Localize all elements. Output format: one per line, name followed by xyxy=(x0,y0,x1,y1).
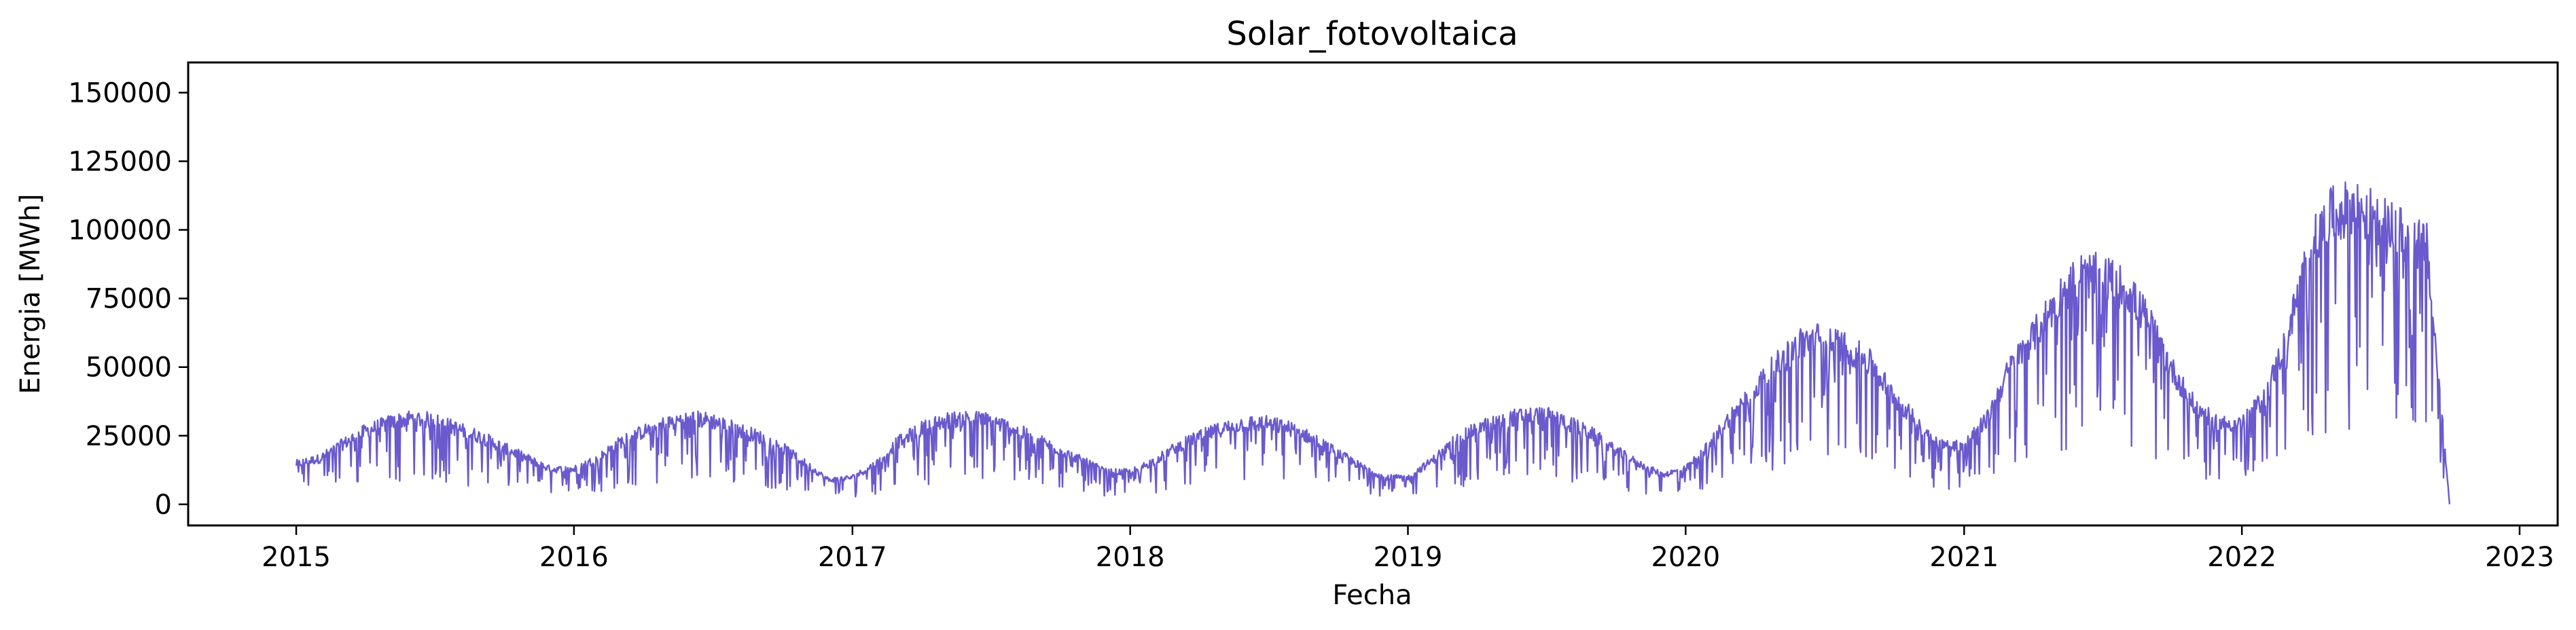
y-axis-ticks: 0 25000 50000 75000 100000 125000 150000 xyxy=(68,77,188,521)
x-tick-label: 2018 xyxy=(1096,542,1165,573)
x-axis-label: Fecha xyxy=(1332,580,1412,611)
x-tick-label: 2021 xyxy=(1929,542,1999,573)
y-tick-label: 25000 xyxy=(86,421,172,452)
x-tick-label: 2017 xyxy=(818,542,887,573)
plot-area xyxy=(187,61,2559,527)
x-tick-label: 2022 xyxy=(2207,542,2276,573)
y-tick-label: 125000 xyxy=(68,147,172,178)
series-line xyxy=(295,181,2451,505)
y-tick-label: 150000 xyxy=(68,77,172,109)
y-tick-label: 75000 xyxy=(86,284,172,315)
y-tick-label: 50000 xyxy=(86,352,172,384)
y-tick-label: 100000 xyxy=(68,215,172,246)
y-tick-label: 0 xyxy=(155,489,172,521)
x-tick-label: 2016 xyxy=(539,542,609,573)
x-tick-label: 2020 xyxy=(1651,542,1720,573)
y-axis-label: Energia [MWh] xyxy=(15,193,46,394)
chart-title: Solar_fotovoltaica xyxy=(1226,15,1518,53)
plot-frame xyxy=(187,61,2559,527)
x-tick-label: 2015 xyxy=(262,542,331,573)
x-tick-label: 2023 xyxy=(2485,542,2554,573)
x-axis-ticks: 2015 2016 2017 2018 2019 2020 2021 2022 2023 xyxy=(262,525,2554,573)
x-tick-label: 2019 xyxy=(1374,542,1443,573)
